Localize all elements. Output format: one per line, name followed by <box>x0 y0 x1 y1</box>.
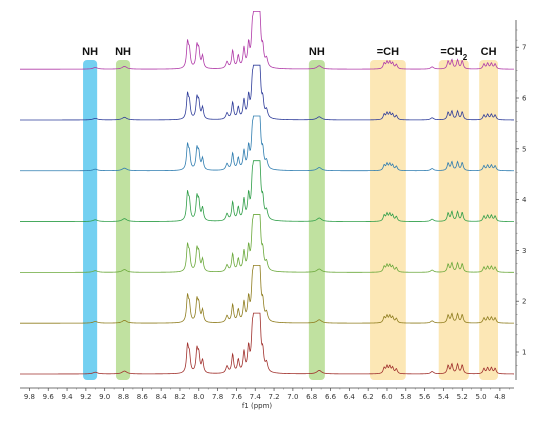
x-tick-label: 6.4 <box>344 393 356 401</box>
x-tick-label: 5.2 <box>457 393 468 401</box>
x-tick-label: 5.8 <box>400 393 411 401</box>
highlight-band <box>479 60 499 380</box>
band-labels: NH NH NH =CH =CH2 CH <box>82 46 496 62</box>
right-axis-tick-label: 5 <box>522 145 526 153</box>
x-tick-label: 7.8 <box>212 393 223 401</box>
spectrum-trace <box>20 10 515 70</box>
x-tick-label: 8.2 <box>174 393 185 401</box>
x-axis: 9.8 9.6 9.4 9.2 9.0 8.8 8.6 8.4 8.2 8.0 7.8 7.6 7.4 7… <box>20 387 514 401</box>
right-axis: 1 2 3 4 5 6 7 <box>515 20 527 380</box>
highlight-band <box>308 60 325 380</box>
x-tick-label: 9.4 <box>61 393 73 401</box>
x-tick-label: 5.0 <box>475 393 486 401</box>
band-label: =CH2 <box>440 46 467 62</box>
highlight-band <box>115 60 131 380</box>
spectrum-trace <box>20 264 515 324</box>
band-label: NH <box>309 46 325 58</box>
right-axis-tick-label: 7 <box>522 44 526 52</box>
x-tick-label: 8.0 <box>193 393 204 401</box>
right-axis-tick-label: 3 <box>522 247 526 255</box>
x-tick-label: 6.2 <box>363 393 374 401</box>
x-tick-label: 9.8 <box>24 393 35 401</box>
x-tick-label: 7.2 <box>268 393 279 401</box>
x-tick-label: 6.0 <box>381 393 392 401</box>
spectrum-trace <box>20 64 514 121</box>
spectrum-trace <box>20 312 514 375</box>
x-tick-label: 6.8 <box>306 393 317 401</box>
highlight-band <box>370 60 406 380</box>
band-label: NH <box>115 46 131 58</box>
x-tick-label: 7.4 <box>250 393 262 401</box>
spectrum-trace <box>20 214 515 273</box>
right-axis-tick-label: 1 <box>522 349 526 357</box>
x-tick-label: 5.4 <box>438 393 450 401</box>
band-label: NH <box>82 46 98 58</box>
highlight-band <box>83 60 98 380</box>
x-tick-label: 7.0 <box>287 393 298 401</box>
x-tick-label: 8.4 <box>156 393 168 401</box>
x-tick-label: 9.2 <box>80 393 91 401</box>
x-axis-title: f1 (ppm) <box>242 402 273 410</box>
x-tick-label: 8.8 <box>118 393 129 401</box>
x-tick-label: 9.0 <box>99 393 110 401</box>
x-tick-label: 4.8 <box>494 393 505 401</box>
x-tick-label: 5.6 <box>419 393 431 401</box>
spectrum-trace <box>20 115 514 172</box>
right-axis-tick-label: 6 <box>522 95 527 103</box>
highlight-bands <box>83 60 499 380</box>
x-tick-label: 6.6 <box>325 393 337 401</box>
right-axis-tick-label: 4 <box>522 196 527 204</box>
spectrum-traces <box>20 10 515 375</box>
right-axis-tick-label: 2 <box>522 298 526 306</box>
highlight-band <box>438 60 469 380</box>
x-tick-label: 7.6 <box>231 393 243 401</box>
band-label: =CH <box>377 46 399 58</box>
x-tick-label: 9.6 <box>43 393 55 401</box>
spectrum-trace <box>20 160 514 222</box>
band-label: CH <box>481 46 497 58</box>
x-tick-label: 8.6 <box>137 393 149 401</box>
